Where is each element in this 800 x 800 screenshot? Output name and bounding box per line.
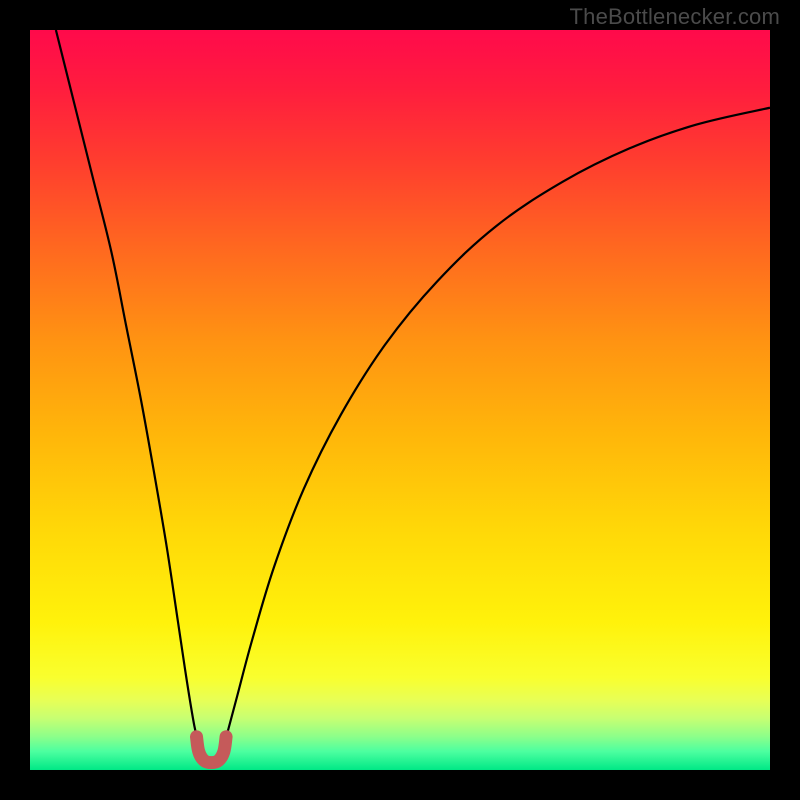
watermark-text: TheBottlenecker.com [570,4,780,30]
bottleneck-chart [30,30,770,770]
